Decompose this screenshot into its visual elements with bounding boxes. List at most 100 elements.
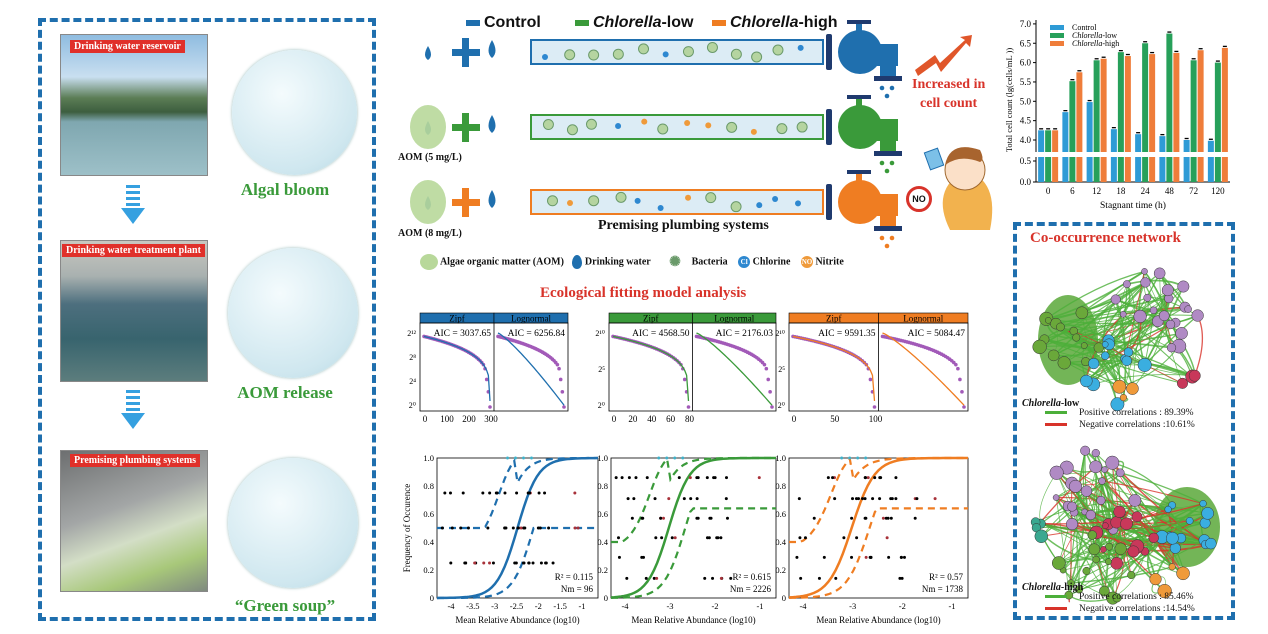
x-tick-label: -2 (535, 601, 542, 611)
chlorine-particle (662, 51, 669, 58)
network-node (1175, 327, 1188, 340)
x-tick-label: 300 (484, 414, 498, 424)
network-node (1056, 322, 1065, 332)
positive-edge (1104, 284, 1128, 357)
nm-label: Nm = 1738 (922, 584, 964, 594)
x-tick-label: 120 (1211, 186, 1225, 196)
neutral-point (653, 497, 657, 501)
positive-edge (1085, 283, 1128, 362)
y-tick-label: 1.0 (423, 453, 434, 463)
network-node (1105, 542, 1114, 551)
x-tick-label: -4 (621, 601, 629, 611)
bacteria-particle (772, 44, 784, 56)
x-tick-label: 48 (1165, 186, 1175, 196)
x-tick-label: 24 (1141, 186, 1151, 196)
below-prediction-point (482, 561, 486, 565)
y-tick-label: 0.4 (423, 537, 434, 547)
water-drop-icon (572, 255, 583, 269)
x-tick-label: -4 (799, 601, 807, 611)
x-tick-label: 6 (1070, 186, 1075, 196)
bar-chlorella-low (1069, 81, 1076, 182)
below-prediction-point (573, 526, 577, 530)
network-high-negative: Negative correlations :14.54% (1045, 604, 1195, 614)
neutral-point (695, 516, 699, 520)
plus-icon (462, 113, 469, 142)
neutral-point (855, 536, 859, 540)
network-node (1080, 342, 1088, 349)
lognormal-aic: AIC = 6256.84 (508, 329, 566, 339)
neutral-point (900, 576, 904, 580)
legend-swatch (1050, 25, 1064, 30)
neutral-point (894, 476, 898, 480)
x-tick-label: 20 (628, 414, 638, 424)
bar-chlorella-low (1166, 33, 1173, 183)
zipf-fit-line (612, 335, 690, 402)
network-node (1115, 468, 1125, 478)
network-node (1069, 479, 1082, 493)
bacteria-icon: ✺ (669, 255, 681, 270)
bar-chlorella-high (1100, 58, 1107, 183)
bar-chlorella-high (1221, 47, 1228, 183)
abundance-point (960, 390, 964, 394)
bacteria-particle (612, 48, 624, 60)
x-tick-label: 0 (1046, 186, 1051, 196)
legend-swatch (1050, 41, 1064, 46)
neutral-point (537, 491, 541, 495)
network-node (1075, 306, 1089, 320)
y-tick-label: 0.2 (775, 565, 786, 575)
zipf-aic: AIC = 3037.65 (434, 329, 492, 339)
bacteria-particle (730, 48, 742, 60)
legend-water: Drinking water (584, 256, 651, 268)
network-node (1093, 342, 1104, 353)
cup-icon (923, 147, 945, 171)
neutral-point (466, 526, 470, 530)
network-title: Co-occurrence network (1030, 230, 1181, 246)
tap-stem (856, 172, 862, 186)
bar-control (1062, 112, 1069, 182)
increase-arrow-icon (915, 35, 972, 76)
lognormal-label: Lognormal (903, 314, 943, 324)
water-drop-icon (884, 243, 890, 249)
pipe-diagram (410, 20, 993, 249)
tap-stem (856, 97, 862, 111)
bar-chlorella-low (1190, 60, 1197, 182)
abundance-point (872, 405, 877, 409)
x-tick-label: -4 (447, 601, 455, 611)
positive-edge (1045, 270, 1145, 320)
positive-edge (1081, 270, 1145, 314)
abundance-point (484, 377, 489, 382)
above-prediction-point (665, 456, 669, 460)
water-drop-icon (488, 115, 496, 133)
above-prediction-point (530, 456, 533, 460)
above-prediction-point (681, 456, 685, 460)
neutral-point (521, 561, 525, 565)
network-node (1121, 355, 1132, 366)
neutral-point (494, 491, 498, 495)
abundance-point (766, 377, 771, 382)
network-node (1199, 500, 1207, 508)
x-tick-label: 80 (685, 414, 695, 424)
bacteria-particle (588, 195, 600, 207)
neutral-point (504, 526, 508, 530)
x-tick-label: -3 (491, 601, 498, 611)
x-tick-label: -2 (711, 601, 718, 611)
neutral-point (449, 561, 453, 565)
y-tick-label: 2⁰ (409, 401, 416, 410)
plumbing-label: Premising plumbing systems (70, 454, 201, 467)
network-node (1052, 494, 1060, 501)
neutral-point (719, 536, 723, 540)
zipf-aic: AIC = 9591.35 (818, 329, 876, 339)
lower-confidence-line (788, 507, 968, 599)
neutral-point (511, 526, 515, 530)
neutral-point (625, 576, 629, 580)
bacteria-particle (566, 124, 578, 136)
x-tick-label: 100 (440, 414, 454, 424)
abundance-point (956, 366, 960, 371)
below-prediction-point (885, 536, 889, 540)
x-tick-label: 0 (792, 414, 797, 424)
network-node (1114, 542, 1127, 555)
neutral-point (864, 476, 868, 480)
neutral-point (915, 497, 919, 501)
bar-chlorella-high (1149, 54, 1156, 182)
positive-edge (1132, 298, 1170, 389)
